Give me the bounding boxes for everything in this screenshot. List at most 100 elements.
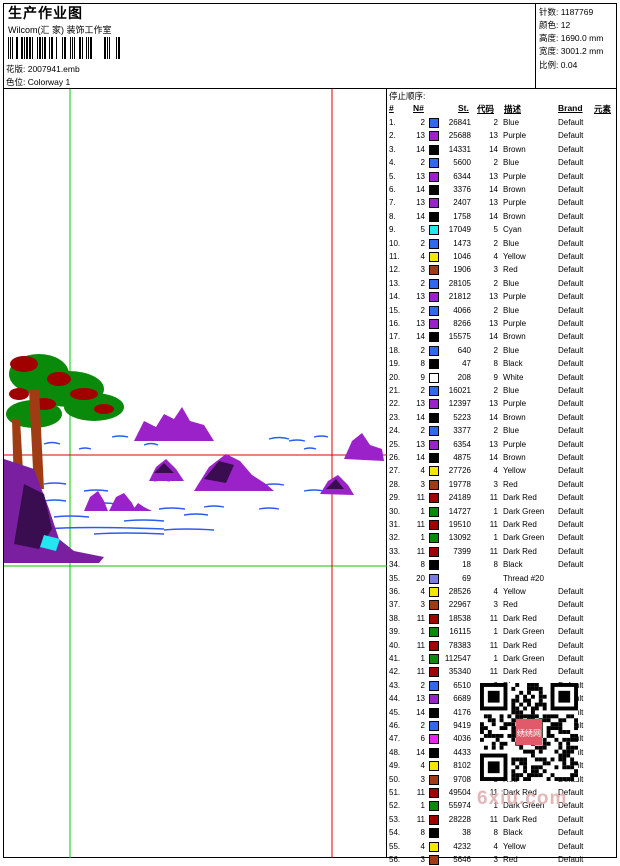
mountain-shadow <box>154 461 344 489</box>
row-description: Purple <box>503 439 527 449</box>
row-stitches: 38 <box>462 828 471 838</box>
row-stitches: 24189 <box>448 493 471 503</box>
row-needle: 2 <box>420 278 425 288</box>
row-needle: 2 <box>420 305 425 315</box>
row-stitches: 25688 <box>448 131 471 141</box>
row-code: 11 <box>489 814 498 824</box>
row-code: 2 <box>493 118 498 127</box>
row-needle: 11 <box>416 640 425 650</box>
color-swatch <box>429 774 439 785</box>
row-stitches: 16115 <box>449 627 471 637</box>
row-index: 47. <box>389 734 401 744</box>
row-stitches: 47 <box>462 359 471 369</box>
row-needle: 13 <box>416 131 425 141</box>
row-index: 1. <box>389 118 396 127</box>
row-description: Dark Green <box>503 801 545 811</box>
row-stitches: 640 <box>457 345 471 355</box>
row-code: 3 <box>493 479 498 489</box>
color-swatch <box>429 640 439 651</box>
row-needle: 5 <box>420 225 425 235</box>
row-description: Dark Green <box>503 533 545 543</box>
row-needle: 4 <box>420 466 425 476</box>
row-brand: Default <box>558 238 584 248</box>
row-stitches: 28526 <box>448 587 471 596</box>
row-stitches: 18538 <box>448 613 471 623</box>
row-brand: Default <box>558 412 584 422</box>
table-row: 35. 20 69 Thread #20 <box>0 572 620 585</box>
row-needle: 9 <box>420 372 425 382</box>
row-brand: Default <box>558 426 584 436</box>
table-row: 28. 3 19778 3 Red Default <box>0 478 620 491</box>
table-row: 54. 8 38 8 Black Default <box>0 826 620 839</box>
row-brand: Default <box>558 466 584 476</box>
row-stitches: 112547 <box>444 654 471 663</box>
row-description: Dark Green <box>503 654 545 663</box>
table-row: 8. 14 1758 14 Brown Default <box>0 210 620 223</box>
row-stitches: 22967 <box>448 600 471 610</box>
table-row: 19. 8 47 8 Black Default <box>0 357 620 370</box>
row-index: 32. <box>389 533 401 543</box>
color-swatch <box>429 319 439 329</box>
row-code: 8 <box>493 359 498 369</box>
row-needle: 11 <box>416 788 425 797</box>
row-index: 43. <box>389 680 401 690</box>
row-brand: Default <box>558 453 584 462</box>
row-needle: 11 <box>416 546 425 556</box>
row-code: 14 <box>489 453 498 462</box>
row-brand: Default <box>558 613 584 623</box>
row-needle: 11 <box>416 493 425 503</box>
row-index: 17. <box>389 332 401 342</box>
row-code: 11 <box>489 493 498 503</box>
row-index: 39. <box>389 627 401 637</box>
row-needle: 13 <box>416 319 425 328</box>
page-title: 生产作业图 <box>8 5 83 21</box>
table-row: 33. 11 7399 11 Dark Red Default <box>0 545 620 558</box>
row-description: Purple <box>503 198 527 208</box>
row-needle: 14 <box>416 211 425 221</box>
row-needle: 4 <box>420 841 425 851</box>
color-swatch <box>429 466 439 477</box>
row-needle: 13 <box>416 694 425 704</box>
table-row: 7. 13 2407 13 Purple Default <box>0 196 620 209</box>
color-swatch <box>429 560 439 571</box>
row-code: 13 <box>489 198 498 208</box>
table-row: 1. 2 26841 2 Blue Default <box>0 116 620 129</box>
row-index: 49. <box>389 761 401 771</box>
row-brand: Default <box>558 506 584 516</box>
row-brand: Default <box>558 667 584 677</box>
row-index: 11. <box>389 252 400 261</box>
column-header-index: # <box>389 103 394 113</box>
row-code: 2 <box>493 426 498 436</box>
row-needle: 14 <box>416 747 425 757</box>
row-description: Brown <box>503 412 526 422</box>
color-swatch <box>429 292 439 303</box>
column-header-needle: N# <box>413 103 424 113</box>
mountain-far <box>134 407 384 461</box>
table-row: 27. 4 27726 4 Yellow Default <box>0 464 620 477</box>
row-brand: Default <box>558 319 584 328</box>
row-brand: Default <box>558 841 584 851</box>
table-row: 16. 13 8266 13 Purple Default <box>0 317 620 330</box>
row-index: 33. <box>389 546 401 556</box>
color-swatch <box>429 520 439 530</box>
row-description: Black <box>503 828 523 838</box>
row-index: 7. <box>389 198 396 208</box>
color-swatch <box>429 131 439 142</box>
page-frame <box>3 3 617 858</box>
row-description: Blue <box>503 426 520 436</box>
row-brand: Default <box>558 788 584 797</box>
row-description: Purple <box>503 319 527 328</box>
color-swatch <box>429 118 439 128</box>
row-description: Thread #20 <box>503 573 544 583</box>
color-swatch <box>429 198 439 209</box>
row-needle: 11 <box>416 613 425 623</box>
table-row: 17. 14 15575 14 Brown Default <box>0 330 620 343</box>
row-brand: Default <box>558 372 584 382</box>
table-row: 12. 3 1906 3 Red Default <box>0 263 620 276</box>
row-stitches: 35340 <box>448 667 471 677</box>
row-brand: Default <box>558 185 584 194</box>
row-needle: 4 <box>420 587 425 596</box>
color-swatch <box>429 747 439 758</box>
row-index: 26. <box>389 453 401 462</box>
row-code: 13 <box>489 131 498 141</box>
